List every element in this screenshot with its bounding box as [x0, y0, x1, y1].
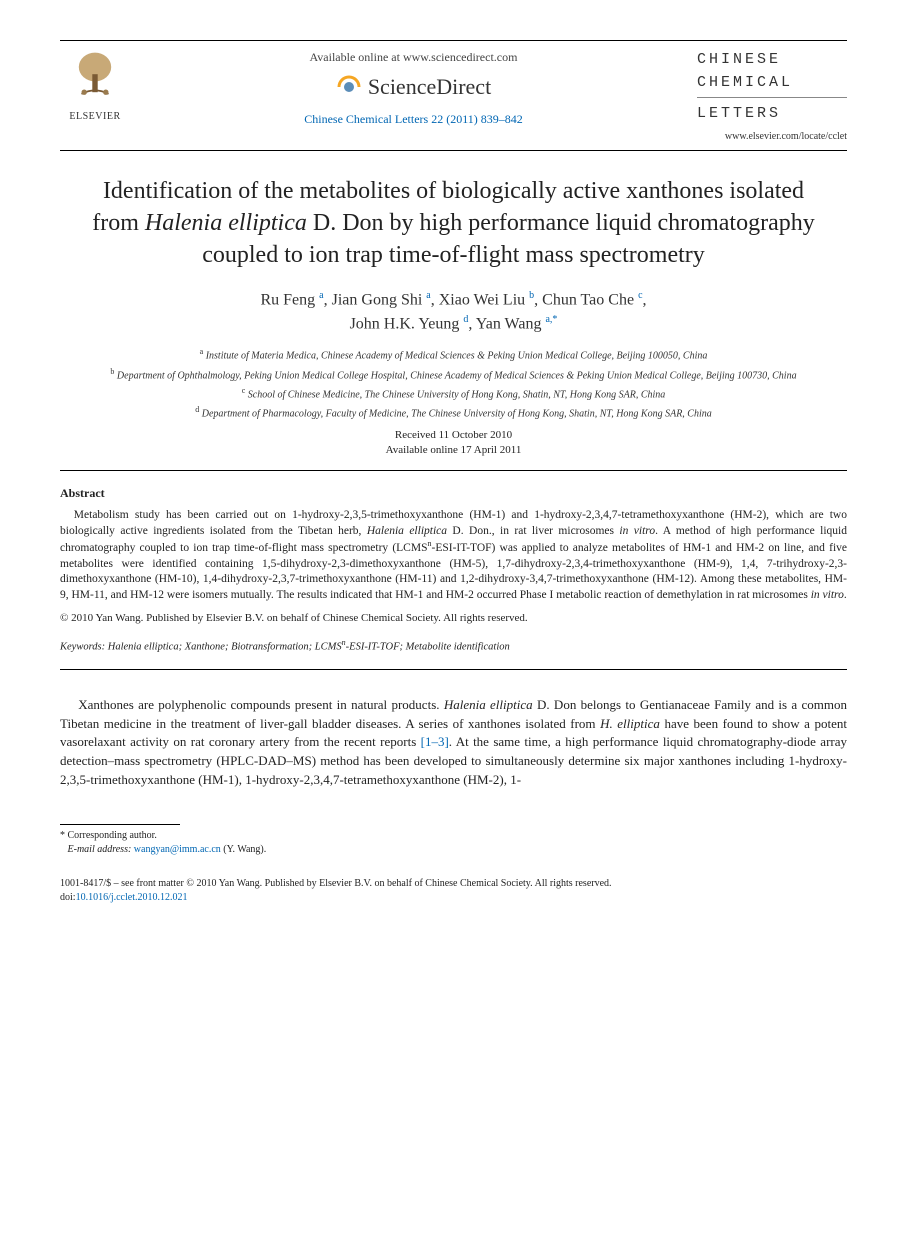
article-title: Identification of the metabolites of bio…	[80, 175, 827, 272]
online-date: Available online 17 April 2011	[60, 443, 847, 458]
author-2-affil: a	[426, 290, 430, 301]
abstract-body: Metabolism study has been carried out on…	[60, 508, 847, 603]
author-3-affil: b	[529, 290, 534, 301]
citation-1-3[interactable]: [1–3]	[421, 734, 449, 749]
page-footer: 1001-8417/$ – see front matter © 2010 Ya…	[60, 877, 847, 905]
corresponding-star: *	[552, 314, 557, 325]
journal-reference[interactable]: Chinese Chemical Letters 22 (2011) 839–8…	[130, 111, 697, 128]
author-1-affil: a	[319, 290, 323, 301]
footnote-rule	[60, 824, 180, 825]
corresponding-footnote: * Corresponding author. E-mail address: …	[60, 829, 847, 857]
author-4-affil: c	[638, 290, 642, 301]
authors: Ru Feng a, Jian Gong Shi a, Xiao Wei Liu…	[60, 288, 847, 337]
header-center: Available online at www.sciencedirect.co…	[130, 49, 697, 127]
author-5: John H.K. Yeung	[350, 315, 460, 332]
page-header: ELSEVIER Available online at www.science…	[60, 40, 847, 151]
publisher-name: ELSEVIER	[60, 110, 130, 124]
received-date: Received 11 October 2010	[60, 428, 847, 443]
affiliation-d: d Department of Pharmacology, Faculty of…	[60, 404, 847, 421]
affiliation-c: c School of Chinese Medicine, The Chines…	[60, 385, 847, 402]
available-online-text: Available online at www.sciencedirect.co…	[130, 49, 697, 66]
affiliation-a: a Institute of Materia Medica, Chinese A…	[60, 346, 847, 363]
author-5-affil: d	[463, 314, 468, 325]
sciencedirect-logo[interactable]: ScienceDirect	[130, 72, 697, 103]
title-species: Halenia elliptica	[145, 210, 307, 236]
rule-above-abstract	[60, 470, 847, 471]
author-6: Yan Wang	[476, 315, 542, 332]
sciencedirect-swoosh-icon	[336, 74, 362, 100]
author-1: Ru Feng	[260, 291, 315, 308]
corresponding-author-label: * Corresponding author.	[60, 829, 847, 843]
sciencedirect-text: ScienceDirect	[368, 72, 491, 103]
email-label: E-mail address:	[68, 844, 132, 855]
journal-title-box: CHINESE CHEMICAL LETTERS	[697, 49, 847, 126]
keywords-label: Keywords:	[60, 641, 105, 652]
rule-below-abstract	[60, 669, 847, 670]
body-paragraph-1: Xanthones are polyphenolic compounds pre…	[60, 696, 847, 790]
corresponding-email[interactable]: wangyan@imm.ac.cn	[134, 844, 221, 855]
abstract-heading: Abstract	[60, 485, 847, 502]
author-3: Xiao Wei Liu	[439, 291, 525, 308]
author-2: Jian Gong Shi	[332, 291, 423, 308]
doi-label: doi:	[60, 892, 76, 903]
journal-url[interactable]: www.elsevier.com/locate/cclet	[697, 130, 847, 144]
header-right: CHINESE CHEMICAL LETTERS www.elsevier.co…	[697, 49, 847, 144]
journal-name-line3: LETTERS	[697, 103, 847, 126]
elsevier-tree-icon	[68, 49, 122, 103]
elsevier-logo: ELSEVIER	[60, 49, 130, 124]
front-matter: 1001-8417/$ – see front matter © 2010 Ya…	[60, 877, 847, 891]
author-4: Chun Tao Che	[542, 291, 634, 308]
doi-link[interactable]: 10.1016/j.cclet.2010.12.021	[76, 892, 188, 903]
keywords: Keywords: Halenia elliptica; Xanthone; B…	[60, 637, 847, 655]
journal-name-line2: CHEMICAL	[697, 72, 847, 95]
article-dates: Received 11 October 2010 Available onlin…	[60, 428, 847, 459]
abstract-copyright: © 2010 Yan Wang. Published by Elsevier B…	[60, 611, 847, 626]
journal-name-line1: CHINESE	[697, 49, 847, 72]
email-who: (Y. Wang).	[221, 844, 267, 855]
affiliation-b: b Department of Ophthalmology, Peking Un…	[60, 366, 847, 383]
